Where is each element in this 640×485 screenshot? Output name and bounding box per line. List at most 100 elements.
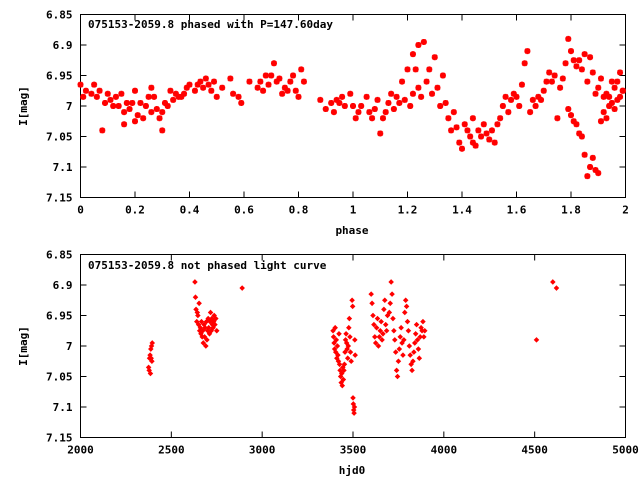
x-tick-label: 2	[622, 204, 629, 217]
data-point	[148, 343, 155, 349]
data-point	[196, 300, 202, 307]
y-tick-label: 7	[66, 340, 73, 353]
data-point	[170, 96, 177, 103]
data-point	[172, 90, 179, 97]
data-point	[478, 133, 485, 140]
data-point	[369, 115, 376, 122]
data-point	[80, 93, 87, 100]
data-point	[388, 90, 395, 97]
data-point	[464, 127, 471, 134]
x-tick-label: 2500	[158, 444, 185, 457]
data-point	[415, 42, 422, 48]
data-point	[351, 404, 358, 410]
data-point	[213, 93, 220, 100]
data-point	[137, 99, 144, 106]
data-point	[212, 321, 218, 328]
data-point	[198, 318, 205, 325]
data-point	[592, 167, 599, 174]
data-point	[434, 84, 441, 91]
data-point	[423, 78, 430, 85]
x-axis-label-top: phase	[335, 224, 368, 237]
data-point	[104, 90, 111, 97]
data-point	[121, 109, 128, 116]
data-point	[151, 93, 158, 100]
data-point	[600, 93, 607, 100]
data-point	[611, 106, 618, 113]
data-point	[398, 324, 404, 331]
data-point	[614, 96, 621, 103]
data-point	[351, 410, 357, 416]
data-point	[418, 93, 425, 100]
data-point	[377, 327, 384, 334]
data-point	[592, 90, 599, 97]
data-point	[431, 54, 438, 61]
data-point	[262, 72, 269, 79]
data-point	[332, 324, 338, 331]
data-point	[195, 312, 201, 319]
data-point	[129, 99, 136, 106]
data-point	[371, 321, 377, 328]
data-point	[369, 300, 375, 307]
data-point	[402, 309, 408, 316]
y-tick-label: 7.15	[46, 432, 73, 445]
data-point	[339, 382, 346, 389]
data-point	[202, 324, 208, 331]
data-point	[378, 318, 384, 325]
data-point	[349, 297, 355, 304]
data-point	[393, 93, 400, 100]
y-axis-label-bottom: I[mag]	[17, 326, 30, 366]
data-point	[486, 136, 493, 143]
data-point	[273, 78, 280, 85]
data-point	[257, 78, 264, 85]
data-point	[339, 93, 346, 100]
data-point	[341, 361, 348, 368]
data-point	[568, 112, 574, 119]
data-point	[617, 93, 624, 100]
data-point	[437, 103, 444, 109]
data-point	[200, 340, 207, 346]
data-point	[350, 395, 356, 401]
data-point	[96, 87, 103, 94]
data-point	[322, 106, 329, 113]
data-point	[268, 72, 275, 79]
data-point	[407, 103, 414, 109]
data-point	[412, 331, 419, 337]
data-point	[603, 115, 610, 122]
data-point	[420, 38, 427, 45]
data-point	[494, 121, 501, 128]
data-point	[483, 130, 490, 137]
data-point	[565, 35, 572, 42]
data-point	[442, 99, 449, 106]
data-point	[502, 93, 509, 100]
data-point	[540, 87, 547, 94]
data-point	[159, 127, 166, 134]
x-ticks-top: 0 0.2 0.4 0.6 0.8 1 1.2 1.4 1.6 1.8 2	[77, 14, 629, 217]
x-axis-label-bottom: hjd0	[339, 464, 366, 477]
phased-light-curve-chart: 0 0.2 0.4 0.6 0.8 1 1.2 1.4 1.6 1.8 2 6.85 6.9 6.95 7…	[17, 9, 629, 238]
unphased-light-curve-chart: 2000 2500 3000 3500 4000 4500 5000 6.85 6.9 6.95…	[17, 249, 639, 478]
data-point	[417, 334, 423, 340]
data-point	[147, 370, 154, 377]
y-tick-label: 7.1	[53, 401, 73, 414]
data-point	[570, 118, 577, 125]
data-point	[553, 285, 560, 291]
data-point	[397, 334, 403, 340]
x-tick-label: 4500	[521, 444, 548, 457]
x-tick-label: 0	[77, 204, 84, 217]
data-point	[578, 133, 585, 140]
data-point	[538, 96, 545, 103]
data-point	[167, 87, 174, 94]
data-point	[608, 78, 615, 85]
data-point	[333, 337, 340, 343]
data-point	[554, 115, 561, 122]
data-point	[527, 109, 534, 116]
data-point	[557, 84, 564, 91]
data-point	[533, 337, 540, 343]
x-tick-label: 4000	[431, 444, 458, 457]
data-point	[573, 121, 580, 128]
data-point	[341, 367, 347, 374]
data-point	[619, 87, 626, 94]
data-point	[330, 327, 336, 334]
data-point	[290, 72, 297, 79]
